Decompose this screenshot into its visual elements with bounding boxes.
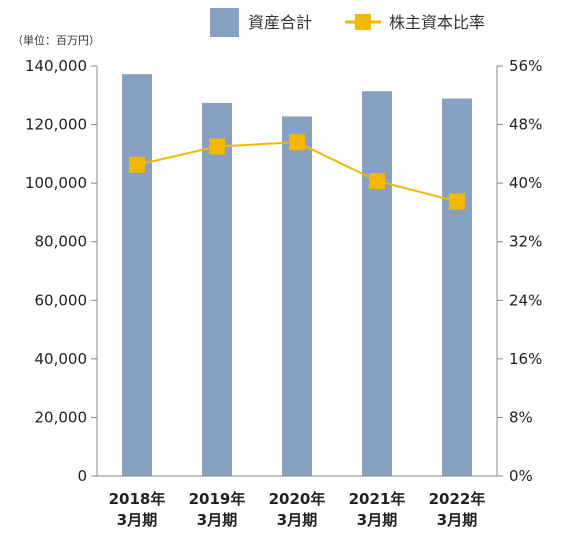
- equity-ratio-series: [129, 134, 465, 210]
- bar-total-assets-2: [282, 116, 312, 476]
- category-label-1-line-0: 2019年: [189, 490, 246, 508]
- left-tick-label-4: 80,000: [35, 233, 88, 251]
- right-tick-label-5: 40%: [509, 174, 542, 192]
- category-label-4-line-0: 2022年: [429, 490, 486, 508]
- category-label-3-line-1: 3月期: [357, 511, 397, 529]
- category-label-0-line-1: 3月期: [117, 511, 157, 529]
- legend: 資産合計 株主資本比率: [210, 8, 485, 37]
- bar-total-assets-0: [122, 74, 152, 476]
- bar-total-assets-1: [202, 102, 232, 477]
- right-tick-label-2: 16%: [509, 350, 542, 368]
- legend-label-equity-ratio: 株主資本比率: [389, 13, 485, 32]
- category-label-2-line-1: 3月期: [277, 511, 317, 529]
- bars: [122, 74, 472, 477]
- right-tick-label-1: 8%: [509, 408, 533, 426]
- right-tick-label-6: 48%: [509, 116, 542, 134]
- category-label-3-line-0: 2021年: [349, 490, 406, 508]
- left-tick-label-7: 140,000: [25, 57, 87, 75]
- equity-ratio-marker-2: [289, 134, 305, 151]
- right-axis-ticks: 0% 8% 16% 24% 32% 40% 48% 56%: [497, 57, 542, 485]
- bar-total-assets-3: [362, 91, 392, 476]
- right-tick-label-0: 0%: [509, 467, 533, 485]
- category-label-0-line-0: 2018年: [109, 490, 166, 508]
- left-tick-label-2: 40,000: [35, 350, 88, 368]
- left-tick-label-6: 120,000: [25, 116, 87, 134]
- unit-label: （単位：百万円）: [12, 33, 100, 47]
- equity-ratio-marker-1: [209, 138, 225, 155]
- category-label-4-line-1: 3月期: [437, 511, 477, 529]
- right-tick-label-3: 24%: [509, 291, 542, 309]
- category-label-1-line-1: 3月期: [197, 511, 237, 529]
- left-tick-label-3: 60,000: [35, 291, 88, 309]
- category-label-2-line-0: 2020年: [269, 490, 326, 508]
- category-labels: 2018年 3月期 2019年 3月期 2020年 3月期 2021年 3月期 2022年 3月期: [109, 490, 486, 529]
- equity-ratio-marker-3: [369, 172, 385, 189]
- equity-ratio-marker-0: [129, 156, 145, 173]
- legend-label-total-assets: 資産合計: [248, 13, 312, 32]
- left-axis-ticks: 0 20,000 40,000 60,000 80,000 100,000 120,000 1…: [25, 57, 97, 485]
- right-tick-label-7: 56%: [509, 57, 542, 75]
- bar-total-assets-4: [442, 98, 472, 476]
- equity-ratio-marker-4: [449, 193, 465, 210]
- axes: [96, 66, 498, 477]
- legend-swatch-total-assets: [210, 8, 239, 37]
- left-tick-label-0: 0: [77, 467, 87, 485]
- legend-marker-equity-ratio: [355, 14, 371, 30]
- left-tick-label-5: 100,000: [25, 174, 87, 192]
- left-tick-label-1: 20,000: [35, 408, 88, 426]
- right-tick-label-4: 32%: [509, 233, 542, 251]
